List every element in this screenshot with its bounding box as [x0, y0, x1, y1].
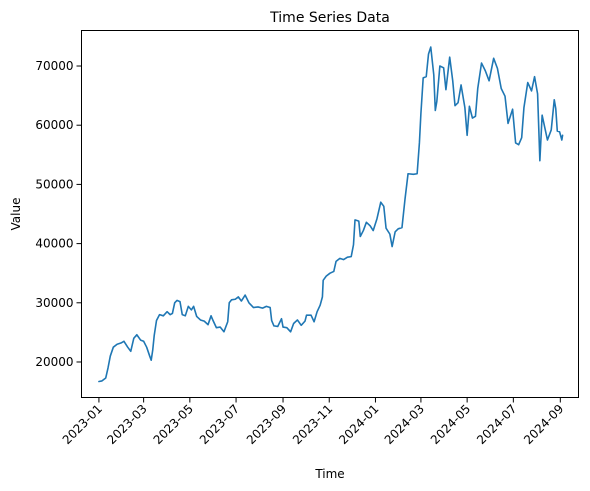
x-tick-label: 2023-09 — [244, 402, 289, 447]
plot-area-frame — [81, 30, 579, 398]
y-tick-label: 30000 — [35, 296, 73, 310]
x-tick-label: 2024-07 — [474, 402, 519, 447]
y-tick-label: 40000 — [35, 237, 73, 251]
x-tick-label: 2024-05 — [428, 402, 473, 447]
chart-title: Time Series Data — [269, 10, 390, 26]
x-tick-label: 2024-09 — [521, 402, 566, 447]
x-tick-label: 2023-03 — [104, 402, 149, 447]
x-tick-label: 2023-11 — [290, 402, 335, 447]
series-line — [98, 46, 564, 383]
y-axis-label: Value — [9, 198, 23, 231]
x-tick-label: 2023-05 — [151, 402, 196, 447]
y-axis: 20000 30000 40000 50000 60000 70000 — [35, 59, 82, 369]
y-tick-label: 50000 — [35, 177, 73, 191]
x-tick-label: 2023-07 — [197, 402, 242, 447]
x-axis-label: Time — [314, 467, 344, 481]
y-tick-label: 70000 — [35, 59, 73, 73]
y-tick-label: 20000 — [35, 355, 73, 369]
x-tick-label: 2024-01 — [336, 402, 381, 447]
x-tick-label: 2023-01 — [60, 402, 105, 447]
x-tick-label: 2024-03 — [382, 402, 427, 447]
x-axis: 2023-01 2023-03 2023-05 2023-07 2023-09 2023-… — [60, 397, 566, 447]
y-tick-label: 60000 — [35, 118, 73, 132]
